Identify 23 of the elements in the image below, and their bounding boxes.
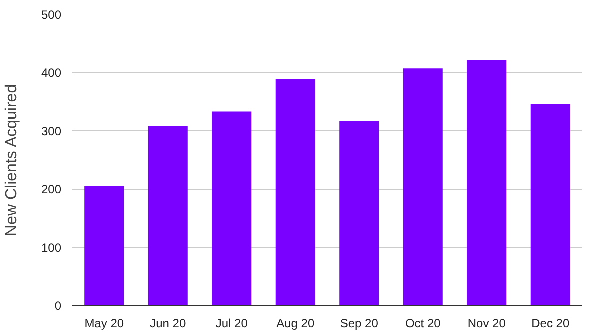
bar <box>276 79 316 306</box>
x-tick-label: Sep 20 <box>340 316 379 330</box>
bar <box>148 126 188 306</box>
x-tick-label: Jun 20 <box>150 316 186 330</box>
bar <box>403 68 443 306</box>
bar <box>212 112 252 306</box>
x-tick-label: Oct 20 <box>405 316 442 330</box>
y-tick-label: 300 <box>41 124 62 138</box>
y-tick-label: 500 <box>41 8 62 22</box>
x-tick-label: Dec 20 <box>532 316 570 330</box>
y-tick-label: 100 <box>41 240 62 255</box>
bar <box>530 104 570 306</box>
y-tick-label: 200 <box>41 182 62 197</box>
x-tick-label: May 20 <box>84 316 124 330</box>
y-tick-label: 400 <box>41 66 62 80</box>
x-tick-label: Aug 20 <box>276 316 315 330</box>
bar <box>340 121 380 306</box>
bar <box>84 186 124 306</box>
x-tick-label: Jul 20 <box>216 316 248 330</box>
y-tick-label: 0 <box>54 299 62 313</box>
y-axis-title: New Clients Acquired <box>3 84 20 236</box>
x-tick-label: Nov 20 <box>468 316 506 330</box>
bar <box>467 60 507 306</box>
